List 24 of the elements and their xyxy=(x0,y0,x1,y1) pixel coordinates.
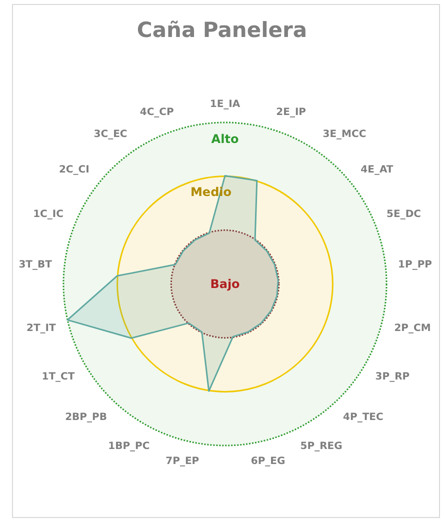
spoke-label: 4C_CP xyxy=(140,106,174,118)
spoke-label: 1T_CT xyxy=(42,371,75,382)
spoke-label: 2BP_PB xyxy=(65,412,107,423)
spoke-label: 5E_DC xyxy=(386,209,421,220)
spoke-label: 4P_TEC xyxy=(343,412,384,423)
chart-title: Caña Panelera xyxy=(136,18,308,42)
spoke-label: 1E_IA xyxy=(210,99,240,110)
spoke-label: 1P_PP xyxy=(398,260,432,271)
spoke-label: 6P_EG xyxy=(250,456,286,468)
spoke-label: 7P_EP xyxy=(166,456,200,468)
spoke-label: 2T_IT xyxy=(26,323,56,334)
spoke-label: 2C_CI xyxy=(58,164,90,176)
text: Bajo xyxy=(210,277,240,291)
text: Alto xyxy=(211,132,239,146)
spoke-label: 1C_IC xyxy=(33,209,64,220)
spoke-label: 4E_AT xyxy=(360,164,394,176)
spoke-label: 3T_BT xyxy=(18,260,52,271)
spoke-label: 3P_RP xyxy=(375,371,410,382)
spoke-label: 3C_EC xyxy=(94,129,128,140)
spoke-label: 2E_IP xyxy=(276,106,306,118)
spoke-label: 2P_CM xyxy=(394,323,431,334)
spoke-label: 1BP_PC xyxy=(108,440,150,452)
spoke-label: 5P_REG xyxy=(300,440,342,452)
spoke-label: 3E_MCC xyxy=(322,129,366,140)
